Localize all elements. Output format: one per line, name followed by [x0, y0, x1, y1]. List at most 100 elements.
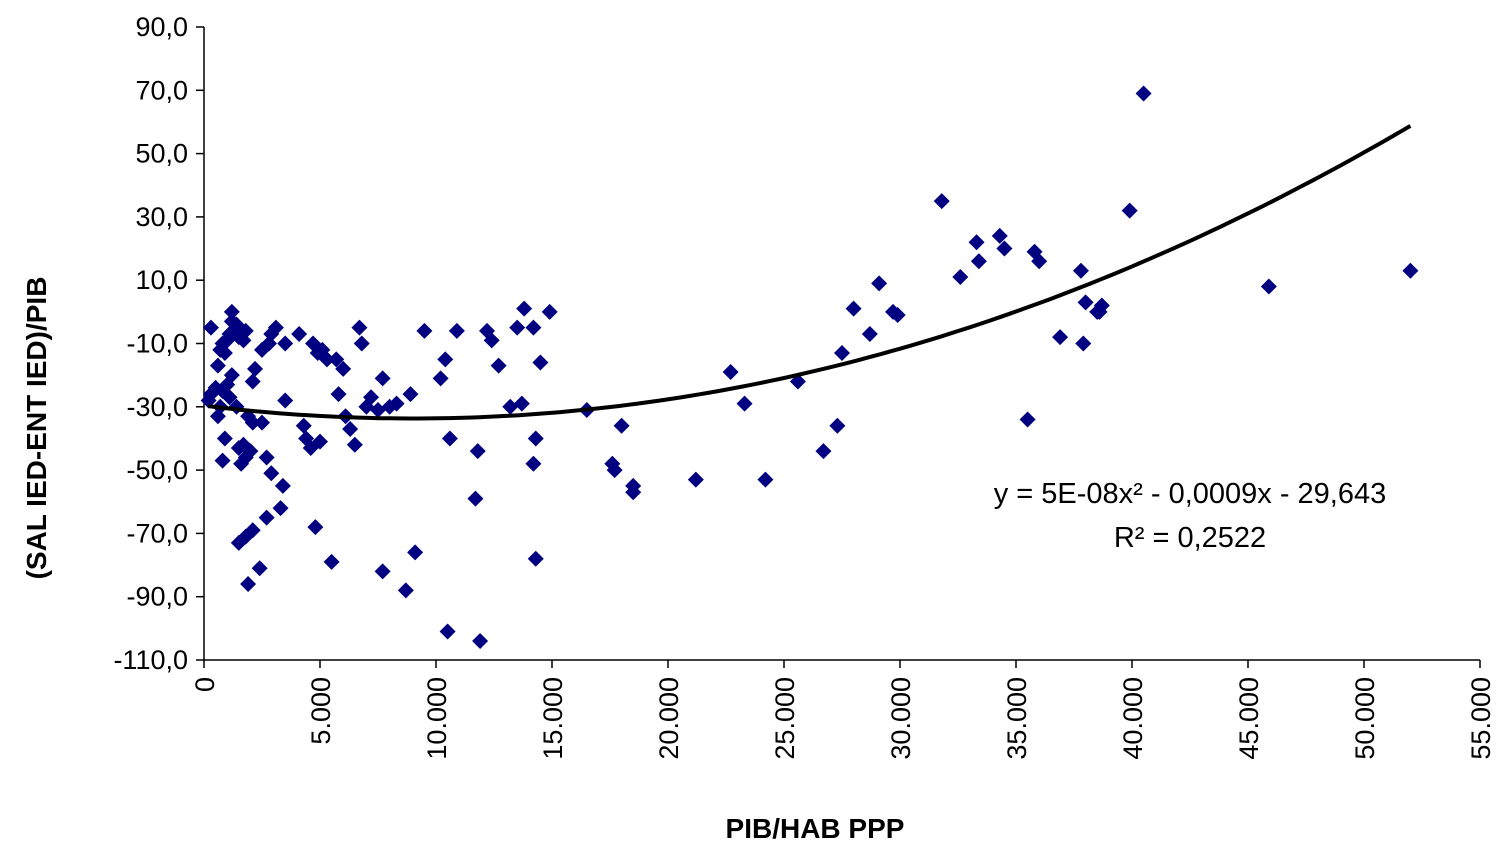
data-point [467, 490, 484, 507]
data-point [490, 357, 507, 374]
data-point [1075, 335, 1092, 352]
data-point [1402, 262, 1419, 279]
data-point [407, 544, 424, 561]
x-tick-label: 45.000 [1234, 677, 1264, 760]
data-point [263, 465, 280, 482]
data-point [247, 360, 264, 377]
y-tick-label: -10,0 [126, 329, 188, 359]
data-point [258, 509, 275, 526]
data-point [374, 370, 391, 387]
y-tick-label: -50,0 [126, 455, 188, 485]
data-point [1135, 85, 1152, 102]
data-point [1019, 411, 1036, 428]
data-point [527, 550, 544, 567]
data-point [1260, 278, 1277, 295]
y-axis-ticks: 90,0 70,0 50,0 30,0 10,0 -10,0 -30,0 -50,0 -70,0… [113, 12, 204, 675]
x-axis-ticks: 0 5.000 10.000 15.000 20.000 25.000 30.000 35.0… [190, 660, 1496, 760]
x-tick-label: 10.000 [422, 677, 452, 760]
data-point [968, 234, 985, 251]
x-tick-label: 40.000 [1118, 677, 1148, 760]
data-point [244, 373, 261, 390]
data-point [388, 395, 405, 412]
data-point [815, 443, 832, 460]
data-point [439, 623, 456, 640]
data-point [397, 582, 414, 599]
data-point [1072, 262, 1089, 279]
y-tick-label: -90,0 [126, 582, 188, 612]
data-point [527, 430, 544, 447]
data-point [237, 322, 254, 339]
data-point [834, 344, 850, 361]
data-points [200, 85, 1419, 650]
data-point [952, 269, 969, 286]
data-point [330, 386, 347, 403]
data-point [251, 560, 268, 577]
data-point [244, 522, 261, 539]
x-tick-label: 50.000 [1350, 677, 1380, 760]
data-point [272, 500, 289, 517]
data-point [525, 455, 542, 472]
x-tick-label: 0 [190, 677, 220, 692]
data-point [509, 319, 526, 336]
data-point [606, 462, 623, 479]
x-tick-label: 30.000 [886, 677, 916, 760]
data-point [335, 360, 352, 377]
data-point [1052, 329, 1069, 346]
data-point [291, 326, 308, 343]
data-point [277, 392, 294, 409]
data-point [223, 303, 240, 320]
x-tick-label: 25.000 [770, 677, 800, 760]
x-tick-label: 5.000 [306, 677, 336, 745]
data-point [277, 335, 294, 352]
data-point [363, 389, 380, 406]
data-point [1077, 294, 1094, 311]
data-point [541, 303, 558, 320]
data-point [472, 633, 489, 650]
y-tick-label: 10,0 [135, 265, 188, 295]
data-point [736, 395, 753, 412]
data-point [722, 363, 739, 380]
trendline-equation: y = 5E-08x² - 0,0009x - 29,643 [994, 478, 1387, 510]
trendline-r-squared: R² = 0,2522 [1114, 522, 1266, 554]
data-point [223, 367, 240, 384]
data-point [353, 335, 370, 352]
data-point [307, 519, 324, 536]
data-point [933, 193, 950, 210]
data-point [613, 417, 630, 434]
data-point [687, 471, 704, 488]
x-tick-label: 55.000 [1466, 677, 1496, 760]
data-point [1093, 297, 1110, 314]
data-point [258, 449, 275, 466]
data-point [351, 319, 368, 336]
data-point [829, 417, 846, 434]
data-point [342, 420, 359, 437]
data-point [432, 370, 449, 387]
data-point [448, 322, 465, 339]
x-axis-title: PIB/HAB PPP [726, 813, 905, 844]
data-point [871, 275, 888, 292]
data-point [532, 354, 549, 371]
data-point [525, 319, 542, 336]
data-point [244, 414, 261, 431]
data-point [209, 357, 226, 374]
data-point [374, 563, 391, 580]
data-point [312, 433, 328, 450]
data-point [346, 436, 363, 453]
data-point [328, 351, 345, 368]
data-point [216, 430, 233, 447]
y-tick-label: 30,0 [135, 202, 188, 232]
data-point [861, 326, 878, 343]
y-tick-label: 70,0 [135, 75, 188, 105]
data-point [991, 227, 1008, 244]
data-point [1121, 202, 1138, 219]
y-tick-label: 50,0 [135, 139, 188, 169]
data-point [437, 351, 454, 368]
data-point [240, 576, 257, 593]
data-point [970, 253, 987, 270]
data-point [625, 477, 642, 494]
data-point [469, 443, 486, 460]
data-point [254, 414, 270, 431]
data-point [214, 452, 231, 469]
data-point [513, 395, 530, 412]
